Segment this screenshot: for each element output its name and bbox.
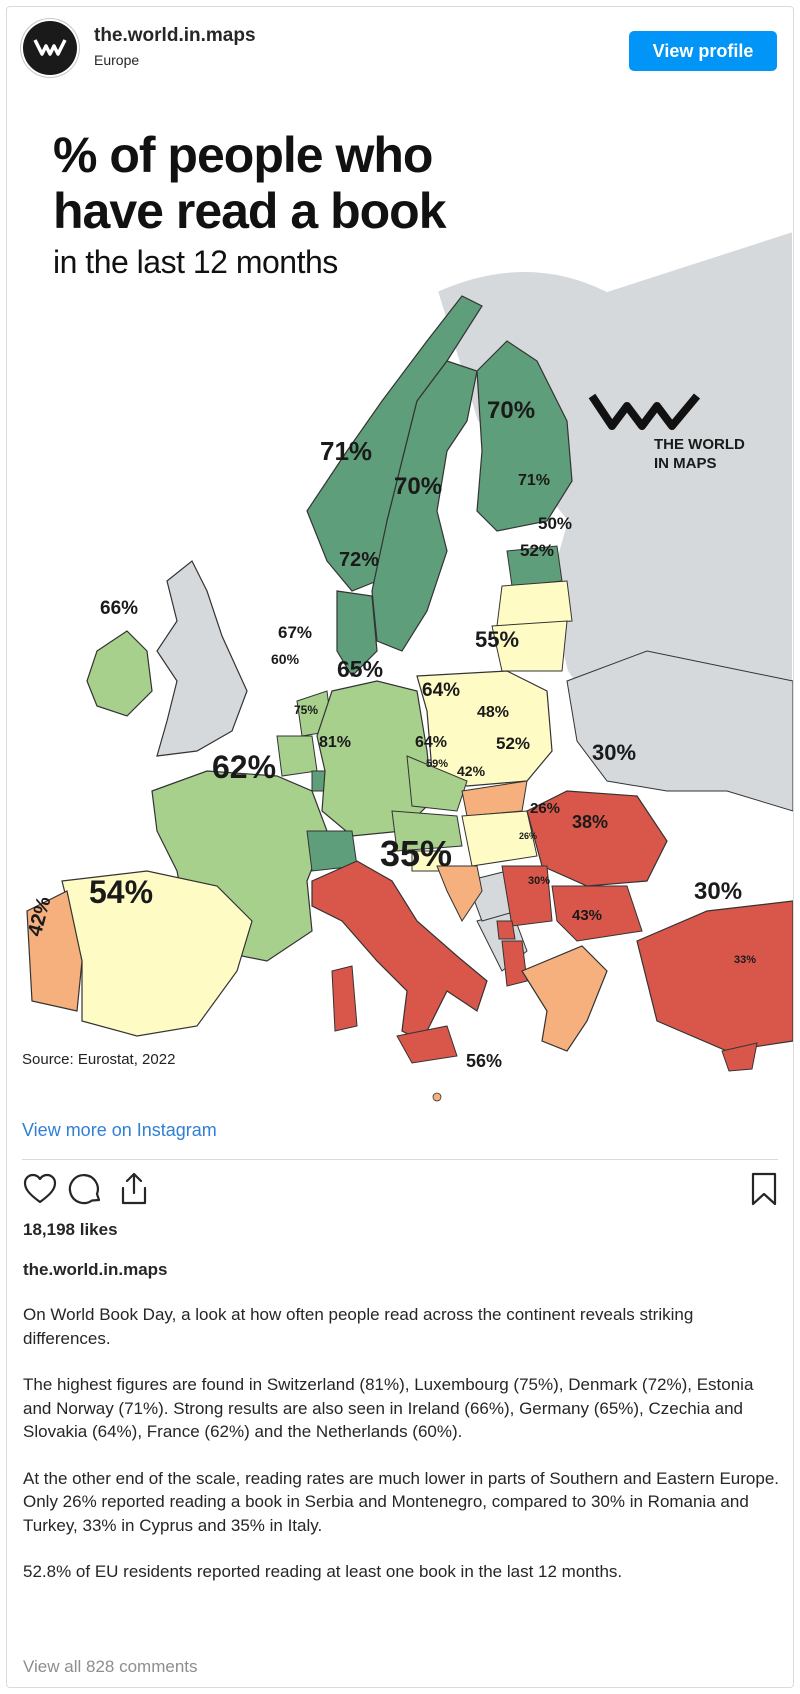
label-montenegro: 26% [519, 831, 538, 841]
label-denmark: 72% [339, 549, 380, 571]
label-turkey: 30% [694, 878, 743, 905]
turkey-region [636, 900, 793, 1052]
cyprus-region [721, 1042, 758, 1072]
lithuania-region [491, 620, 568, 672]
label-belgium: 60% [271, 651, 300, 667]
albania-region [501, 940, 528, 987]
label-estonia: 71% [518, 472, 551, 489]
caption-username[interactable]: the.world.in.maps [23, 1260, 168, 1279]
brand-text: THE WORLD IN MAPS [654, 435, 745, 473]
label-spain: 54% [89, 874, 154, 910]
croatia-region [436, 865, 483, 922]
action-bar [7, 1170, 793, 1210]
label-germany: 65% [337, 656, 384, 682]
montenegro-region [496, 920, 516, 940]
finland-region [476, 340, 573, 532]
label-ireland: 66% [100, 598, 139, 619]
bulgaria-region [551, 885, 643, 942]
label-croatia: 42% [457, 763, 486, 779]
label-serbia: 26% [530, 800, 561, 817]
heart-icon[interactable] [21, 1170, 59, 1208]
label-luxembourg: 75% [294, 703, 319, 717]
comment-icon[interactable] [67, 1170, 105, 1208]
italy-region [311, 860, 488, 1042]
map-title-line2: have read a book [53, 183, 446, 239]
czechia-region [406, 755, 468, 812]
caption-text: On World Book Day, a look at how often p… [23, 1303, 783, 1607]
luxembourg-region [311, 770, 326, 792]
label-france: 62% [212, 749, 277, 785]
label-italy: 35% [380, 833, 453, 874]
sardinia-region [331, 965, 358, 1032]
latvia-region [496, 580, 573, 627]
label-austria: 64% [415, 734, 448, 751]
label-albania: 30% [528, 875, 551, 887]
label-finland: 70% [487, 397, 536, 424]
avatar[interactable] [23, 21, 77, 75]
label-latvia: 50% [538, 514, 573, 533]
label-malta: 56% [466, 1051, 503, 1071]
bookmark-icon[interactable] [745, 1170, 783, 1208]
caption-paragraph: The highest figures are found in Switzer… [23, 1375, 754, 1441]
sicily-region [396, 1025, 458, 1064]
malta-region [432, 1092, 442, 1102]
post-location[interactable]: Europe [94, 52, 140, 68]
austria-region [391, 810, 463, 852]
hungary-region [461, 810, 538, 867]
belgium-region [276, 735, 318, 777]
caption-paragraph: On World Book Day, a look at how often p… [23, 1305, 694, 1348]
sweden-region [371, 360, 478, 652]
label-norway: 71% [320, 436, 373, 466]
europe-map [26, 229, 793, 1102]
label-switzerland: 81% [319, 734, 352, 751]
label-greece: 43% [572, 907, 603, 924]
ireland-region [86, 630, 153, 717]
view-all-comments-link[interactable]: View all 828 comments [23, 1657, 198, 1676]
divider [22, 1159, 778, 1160]
greece-region [521, 945, 608, 1052]
account-username[interactable]: the.world.in.maps [94, 25, 256, 46]
world-in-maps-logo-icon [588, 393, 701, 430]
likes-count[interactable]: 18,198 likes [23, 1220, 118, 1239]
caption-paragraph: 52.8% of EU residents reported reading a… [23, 1562, 623, 1581]
view-more-link[interactable]: View more on Instagram [22, 1120, 217, 1140]
portugal-region [26, 890, 83, 1012]
slovakia-region [461, 780, 528, 817]
spain-region [61, 870, 253, 1037]
label-hungary: 52% [496, 734, 531, 753]
label-poland: 55% [475, 627, 520, 652]
label-romania: 30% [592, 740, 637, 765]
caption-paragraph: At the other end of the scale, reading r… [23, 1468, 780, 1535]
brand-logo-icon [33, 39, 67, 56]
brand-text-line1: THE WORLD [654, 436, 745, 453]
label-lithuania: 52% [520, 541, 555, 560]
map-source: Source: Eurostat, 2022 [22, 1051, 176, 1068]
label-slovenia: 59% [426, 758, 449, 770]
post-image[interactable]: % of people who have read a book in the … [7, 91, 793, 1106]
label-slovakia: 48% [477, 704, 510, 721]
label-cyprus: 33% [734, 954, 757, 966]
belarus-ukraine-grey [566, 650, 793, 812]
label-czechia: 64% [422, 680, 461, 701]
brand-text-line2: IN MAPS [654, 455, 717, 472]
label-sweden: 70% [394, 473, 443, 500]
view-profile-button[interactable]: View profile [629, 31, 777, 71]
share-icon[interactable] [115, 1170, 153, 1208]
label-bulgaria: 38% [572, 812, 609, 832]
map-subtitle: in the last 12 months [53, 244, 338, 280]
romania-region [526, 790, 668, 887]
denmark-region [336, 590, 378, 677]
label-netherlands: 67% [278, 623, 313, 642]
map-title-line1: % of people who [53, 127, 433, 183]
instagram-embed-card: the.world.in.maps Europe View profile [6, 6, 794, 1688]
post-header: the.world.in.maps Europe View profile [7, 7, 793, 91]
uk-grey-land [156, 560, 248, 757]
serbia-region [501, 865, 553, 927]
map-title: % of people who have read a book [53, 127, 446, 239]
